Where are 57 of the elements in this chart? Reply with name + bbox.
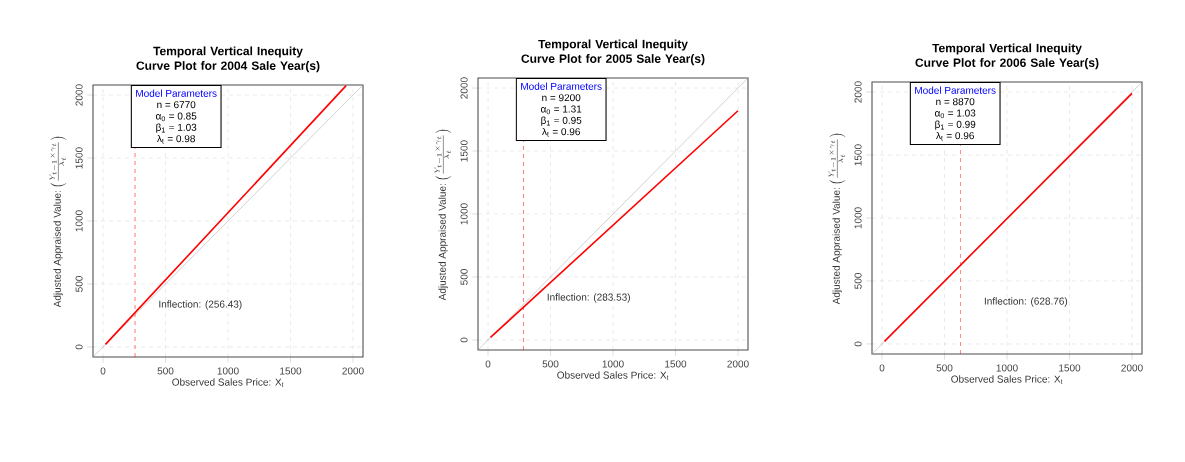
annotation: Model Parameters [521,82,602,90]
y-tick-label: 1000 [75,210,83,232]
x-tick-label: 1000 [217,367,239,375]
y-tick-label: 1000 [854,207,862,229]
chart-title: Temporal Vertical Inequity Curve Plot for 2004 Sale Year(s) [136,46,320,73]
x-tick-label: 2000 [1121,364,1143,372]
y-tick-label: 0 [460,337,468,343]
y-tick-label: 0 [75,344,83,350]
annotation: β$_{1}$ = 1.03 [156,123,197,133]
ref-line-label: Inflection: (256.43) [159,300,242,310]
ref-line-label: Inflection: (628.76) [984,297,1068,307]
y-axis-title: $\textrm{Adjusted Appraised Value:}\left(\frac{Y_{t-1}\times\gamma_t}{\lambda_t}\right)$ [49,136,67,308]
x-tick-label: 1500 [665,360,687,368]
y-tick-label: 0 [854,341,862,347]
x-tick-label: 1000 [602,360,624,368]
x-tick-label: 500 [936,364,953,372]
x-tick-label: 0 [879,364,885,372]
annotation: β$_{1}$ = 0.95 [541,116,582,126]
y-tick-label: 1500 [854,144,862,166]
ref-line-label: Inflection: (283.53) [547,293,630,303]
x-tick-label: 2000 [342,367,364,375]
annotation: α$_{0}$ = 0.85 [156,112,197,122]
y-tick-label: 1000 [460,203,468,225]
y-tick-label: 2000 [75,84,83,106]
x-tick-label: 1500 [280,367,302,375]
y-tick-label: 500 [854,273,862,289]
annotation: n = 9200 [542,94,581,102]
x-tick-label: 2000 [727,360,749,368]
annotation: Model Parameters [915,86,996,94]
y-axis-title: $\textrm{Adjusted Appraised Value:}\left(\frac{Y_{t-1}\times\gamma_t}{\lambda_t}\right)$ [434,129,452,301]
annotation: λ$_{t}$ = 0.98 [157,134,195,144]
annotation: n = 8870 [936,98,975,106]
x-tick-label: 1500 [1059,364,1081,372]
y-tick-label: 2000 [460,77,468,99]
chart-title: Temporal Vertical Inequity Curve Plot for 2006 Sale Year(s) [915,43,1099,70]
x-tick-label: 0 [485,360,491,368]
x-axis-title: Observed Sales Price: X$_{t}$ [172,378,284,387]
x-tick-label: 500 [157,367,174,375]
annotation: Model Parameters [136,89,217,97]
y-axis-title: $\textrm{Adjusted Appraised Value:}\left(\frac{Y_{t-1}\times\gamma_t}{\lambda_t}\right)$ [828,133,846,305]
x-tick-label: 500 [542,360,559,368]
x-axis-title: Observed Sales Price: X$_{t}$ [557,371,669,380]
y-tick-label: 2000 [854,81,862,103]
x-tick-label: 1000 [996,364,1018,372]
y-tick-label: 1500 [460,140,468,162]
annotation: n = 6770 [157,101,196,109]
annotation: α$_{0}$ = 1.31 [541,105,582,115]
x-tick-label: 0 [100,367,106,375]
annotation: λ$_{t}$ = 0.96 [936,131,974,141]
annotation: α$_{0}$ = 1.03 [935,109,976,119]
y-tick-label: 500 [460,269,468,285]
y-tick-label: 500 [75,276,83,292]
annotation: λ$_{t}$ = 0.96 [542,127,580,137]
annotation: β$_{1}$ = 0.99 [935,120,976,130]
x-axis-title: Observed Sales Price: X$_{t}$ [951,375,1063,384]
y-tick-label: 1500 [75,147,83,169]
chart-title: Temporal Vertical Inequity Curve Plot for 2005 Sale Year(s) [521,39,705,66]
